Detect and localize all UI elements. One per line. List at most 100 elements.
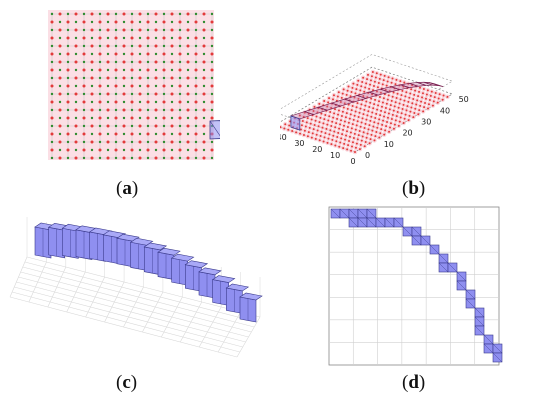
voxel-top [170, 253, 195, 262]
sample-point [130, 20, 134, 24]
sample-point [210, 12, 214, 16]
sample-point [170, 84, 174, 88]
sample-point [178, 12, 182, 16]
sample-point [170, 36, 174, 40]
sample-point [371, 70, 374, 73]
sample-point [90, 108, 94, 112]
sample-point [146, 28, 150, 32]
sample-point [291, 130, 294, 133]
sample-point [58, 148, 62, 152]
sample-point [344, 138, 347, 141]
sample-point [138, 148, 142, 152]
sample-point [90, 28, 94, 32]
sample-point [390, 81, 393, 84]
sample-point [283, 127, 286, 130]
voxel-diagonal [339, 208, 350, 219]
y-tick-label: 10 [384, 140, 394, 149]
sample-point [186, 132, 190, 136]
sample-point [327, 119, 330, 122]
sample-point [308, 126, 311, 129]
floor-grid-line [9, 296, 238, 358]
sample-point [98, 116, 102, 120]
sample-point [385, 102, 388, 105]
sample-point [202, 52, 206, 56]
sample-point [210, 76, 214, 80]
sample-point [194, 76, 198, 80]
sample-point [186, 140, 190, 144]
sample-point [122, 20, 126, 24]
voxel-diagonal [492, 352, 503, 363]
sample-point [162, 76, 166, 80]
sample-point [379, 132, 382, 135]
sample-point [186, 12, 190, 16]
sample-point [58, 28, 62, 32]
sample-point [114, 124, 118, 128]
voxel-top [211, 275, 236, 283]
sample-point [362, 94, 365, 97]
sample-point [345, 93, 348, 96]
voxel-diagonal [492, 343, 503, 354]
sample-point [138, 52, 142, 56]
sample-point [327, 101, 330, 104]
sample-point [383, 74, 386, 77]
sample-point [66, 148, 70, 152]
sample-point [427, 103, 430, 106]
sample-point [178, 116, 182, 120]
x-tick-label: 0 [350, 157, 355, 166]
sample-point [381, 101, 384, 104]
y-tick-label: 50 [459, 95, 469, 104]
sample-point [341, 110, 344, 113]
sample-point [320, 112, 323, 115]
sample-point [50, 148, 54, 152]
sample-point [347, 85, 350, 88]
voxel-diagonal [357, 217, 368, 228]
sample-point [350, 91, 353, 94]
sample-point [388, 108, 391, 111]
sample-point [384, 107, 387, 110]
sample-point [106, 132, 110, 136]
sample-point [50, 20, 54, 24]
sample-point [98, 140, 102, 144]
sample-point [58, 36, 62, 40]
x-tick-label: 40 [280, 133, 287, 142]
sample-point [114, 44, 118, 48]
sample-point [178, 124, 182, 128]
sample-point [178, 100, 182, 104]
sample-point [441, 98, 444, 101]
floor-grid-line [22, 266, 255, 328]
voxel-diagonal [357, 208, 368, 219]
voxel-diagonal [348, 217, 359, 228]
sample-point [301, 120, 304, 123]
sample-point [387, 112, 390, 115]
sample-point [410, 106, 413, 109]
sample-point [154, 60, 158, 64]
sample-point [428, 99, 431, 102]
sample-point [154, 12, 158, 16]
sample-point [178, 140, 182, 144]
sample-point [202, 132, 206, 136]
sample-point [370, 75, 373, 78]
sample-point [380, 109, 383, 112]
sample-point [350, 127, 353, 130]
sample-point [122, 12, 126, 16]
sample-point [170, 92, 174, 96]
sample-point [66, 108, 70, 112]
sample-point [427, 107, 430, 110]
sample-point [122, 124, 126, 128]
sample-point [210, 116, 214, 120]
sample-point [146, 20, 150, 24]
sample-point [386, 98, 389, 101]
sample-point [331, 98, 334, 101]
floor-grid-line [12, 291, 240, 353]
sample-point [122, 100, 126, 104]
sample-point [351, 104, 354, 107]
sample-point [422, 110, 425, 113]
sample-point [170, 140, 174, 144]
sample-point [280, 126, 282, 129]
sample-point [194, 84, 198, 88]
sample-point [194, 124, 198, 128]
sample-point [345, 112, 348, 115]
sample-point [411, 102, 414, 105]
y-tick-label: 30 [421, 118, 431, 127]
sample-point [178, 60, 182, 64]
